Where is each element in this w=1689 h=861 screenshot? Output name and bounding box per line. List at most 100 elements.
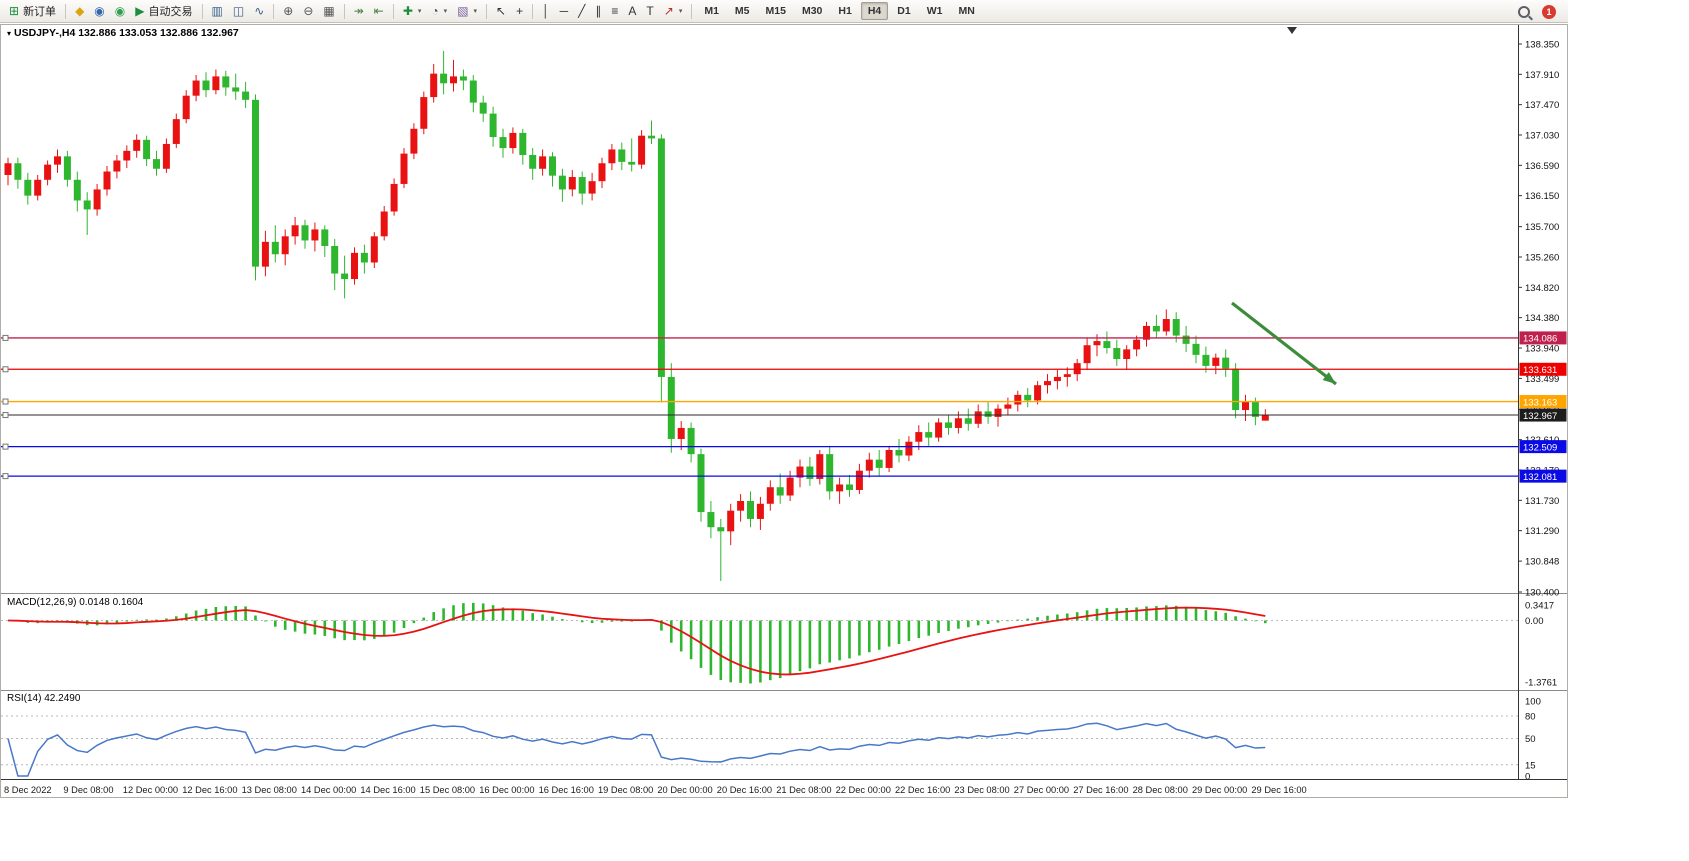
price-tick-label: 135.260	[1525, 252, 1559, 263]
autotrading-button[interactable]: ▶ 自动交易	[130, 1, 197, 21]
bull-candle	[994, 408, 1002, 417]
vertical-line-icon[interactable]: │	[537, 3, 555, 19]
notifications-badge[interactable]: 1	[1542, 4, 1556, 19]
macd-indicator-label: MACD(12,26,9) 0.0148 0.1604	[7, 597, 144, 608]
drawn-arrow-head[interactable]	[1322, 372, 1336, 384]
date-label: 27 Dec 00:00	[1014, 785, 1069, 795]
drawn-arrow[interactable]	[1231, 301, 1337, 386]
fibonacci-icon[interactable]: ≡	[606, 3, 623, 19]
cursor-icon-glyph: ↖	[496, 4, 507, 18]
horizontal-line-icon[interactable]: ─	[555, 3, 574, 19]
bear-candle	[875, 459, 883, 468]
chart-shift-icon[interactable]: ⇤	[369, 3, 389, 19]
channel-icon[interactable]: ∥	[590, 3, 606, 19]
timeframe-d1-button[interactable]: D1	[897, 5, 911, 17]
bull-candle	[677, 427, 685, 439]
timeframe-m15-button[interactable]: M15	[765, 5, 786, 17]
price-tick-label: 136.590	[1525, 161, 1559, 172]
bar-chart-icon-glyph: ▥	[211, 4, 223, 18]
text-label-icon[interactable]: T	[641, 3, 658, 19]
bear-candle	[242, 91, 250, 100]
chart-canvas[interactable]: 138.350 137.910 137.470 137.030 136.590 136.1…	[0, 24, 1568, 800]
bear-candle	[153, 159, 160, 169]
arrows-icon[interactable]: ↗ ▾	[659, 3, 688, 19]
chart-shift-marker[interactable]	[1287, 27, 1297, 34]
market-icon-glyph: ◉	[114, 4, 126, 18]
bear-candle	[459, 76, 467, 81]
macd-axis-label: 0.3417	[1525, 601, 1554, 612]
timeframe-w1-button[interactable]: W1	[926, 5, 943, 17]
date-label: 14 Dec 16:00	[360, 785, 415, 795]
hline-handle[interactable]	[2, 398, 9, 405]
new-order-button[interactable]: ⊞ 新订单	[4, 1, 61, 21]
indicators-icon[interactable]: ✚ ▾	[398, 3, 427, 19]
timeframe-m5-button[interactable]: M5	[734, 5, 750, 17]
dropdown-caret-icon: ▾	[473, 8, 478, 15]
zoom-out-icon[interactable]: ⊖	[298, 3, 318, 19]
bull-candle	[1133, 339, 1141, 350]
trendline-icon[interactable]: ╱	[573, 3, 590, 19]
line-chart-icon[interactable]: ∿	[249, 3, 269, 19]
bull-candle	[311, 229, 319, 241]
bear-candle	[24, 179, 32, 196]
price-badge	[1519, 362, 1567, 376]
templates-icon[interactable]: ▧ ▾	[452, 3, 482, 19]
search-icon[interactable]	[1518, 5, 1530, 18]
timeframe-h4-button[interactable]: H4	[860, 2, 889, 20]
bull-candle	[1212, 357, 1220, 366]
toolbar-separator	[273, 3, 275, 19]
bear-candle	[707, 512, 715, 528]
zoom-out-icon-glyph: ⊖	[303, 4, 314, 18]
hline-handle[interactable]	[2, 473, 9, 480]
bear-candle	[479, 102, 487, 114]
vertical-line-icon-glyph: │	[542, 4, 550, 18]
hline-handle[interactable]	[2, 366, 9, 373]
arrows-icon-glyph: ↗	[663, 4, 674, 18]
toolbar-separator	[65, 3, 67, 19]
bull-candle	[133, 139, 141, 151]
zoom-in-icon[interactable]: ⊕	[278, 3, 298, 19]
candlestick-chart-icon-glyph: ◫	[232, 4, 245, 18]
bull-candle	[1242, 401, 1249, 411]
price-badge	[1519, 408, 1567, 422]
hline-handle[interactable]	[2, 412, 9, 419]
date-label: 28 Dec 08:00	[1133, 785, 1188, 795]
bull-candle	[796, 466, 804, 478]
cursor-icon[interactable]: ↖	[491, 3, 511, 19]
market-icon[interactable]: ◉	[110, 3, 130, 19]
date-label: 23 Dec 08:00	[954, 785, 1009, 795]
bull-candle	[400, 153, 408, 184]
price-badge-label: 132.967	[1523, 411, 1557, 422]
bull-candle	[756, 503, 764, 519]
bull-candle	[935, 422, 943, 438]
bar-chart-icon[interactable]: ▥	[207, 3, 228, 19]
crosshair-icon[interactable]: +	[511, 3, 528, 19]
timeframe-mn-button[interactable]: MN	[958, 5, 975, 17]
price-tick-label: 137.030	[1525, 130, 1559, 141]
timeframe-h1-button[interactable]: H1	[838, 5, 852, 17]
hline-handle[interactable]	[2, 334, 9, 341]
tile-windows-icon[interactable]: ▦	[318, 3, 339, 19]
bear-candle	[1024, 394, 1032, 401]
rsi-indicator-label: RSI(14) 42.2490	[7, 693, 81, 704]
candlestick-chart-icon[interactable]: ◫	[228, 3, 249, 19]
metaeditor-icon[interactable]: ◆	[70, 3, 89, 19]
bear-candle	[321, 229, 329, 246]
toolbar-separator	[343, 3, 345, 19]
text-icon[interactable]: A	[623, 3, 641, 19]
bull-candle	[370, 236, 378, 263]
bull-candle	[1143, 325, 1150, 340]
fibonacci-icon-glyph: ≡	[611, 4, 619, 18]
periods-icon[interactable]: ◔ ▾	[426, 3, 452, 19]
timeframe-m1-button[interactable]: M1	[704, 5, 719, 17]
macd-signal-line	[7, 606, 1266, 676]
timeframe-m30-button[interactable]: M30	[801, 5, 823, 17]
bull-candle	[1093, 341, 1101, 346]
community-icon[interactable]: ◉	[89, 3, 109, 19]
bear-candle	[440, 73, 448, 84]
one-click-trading-toggle[interactable]: ▾	[7, 29, 12, 38]
bear-candle	[1192, 343, 1200, 355]
hline-handle[interactable]	[2, 443, 9, 450]
auto-scroll-icon[interactable]: ↠	[349, 3, 369, 19]
